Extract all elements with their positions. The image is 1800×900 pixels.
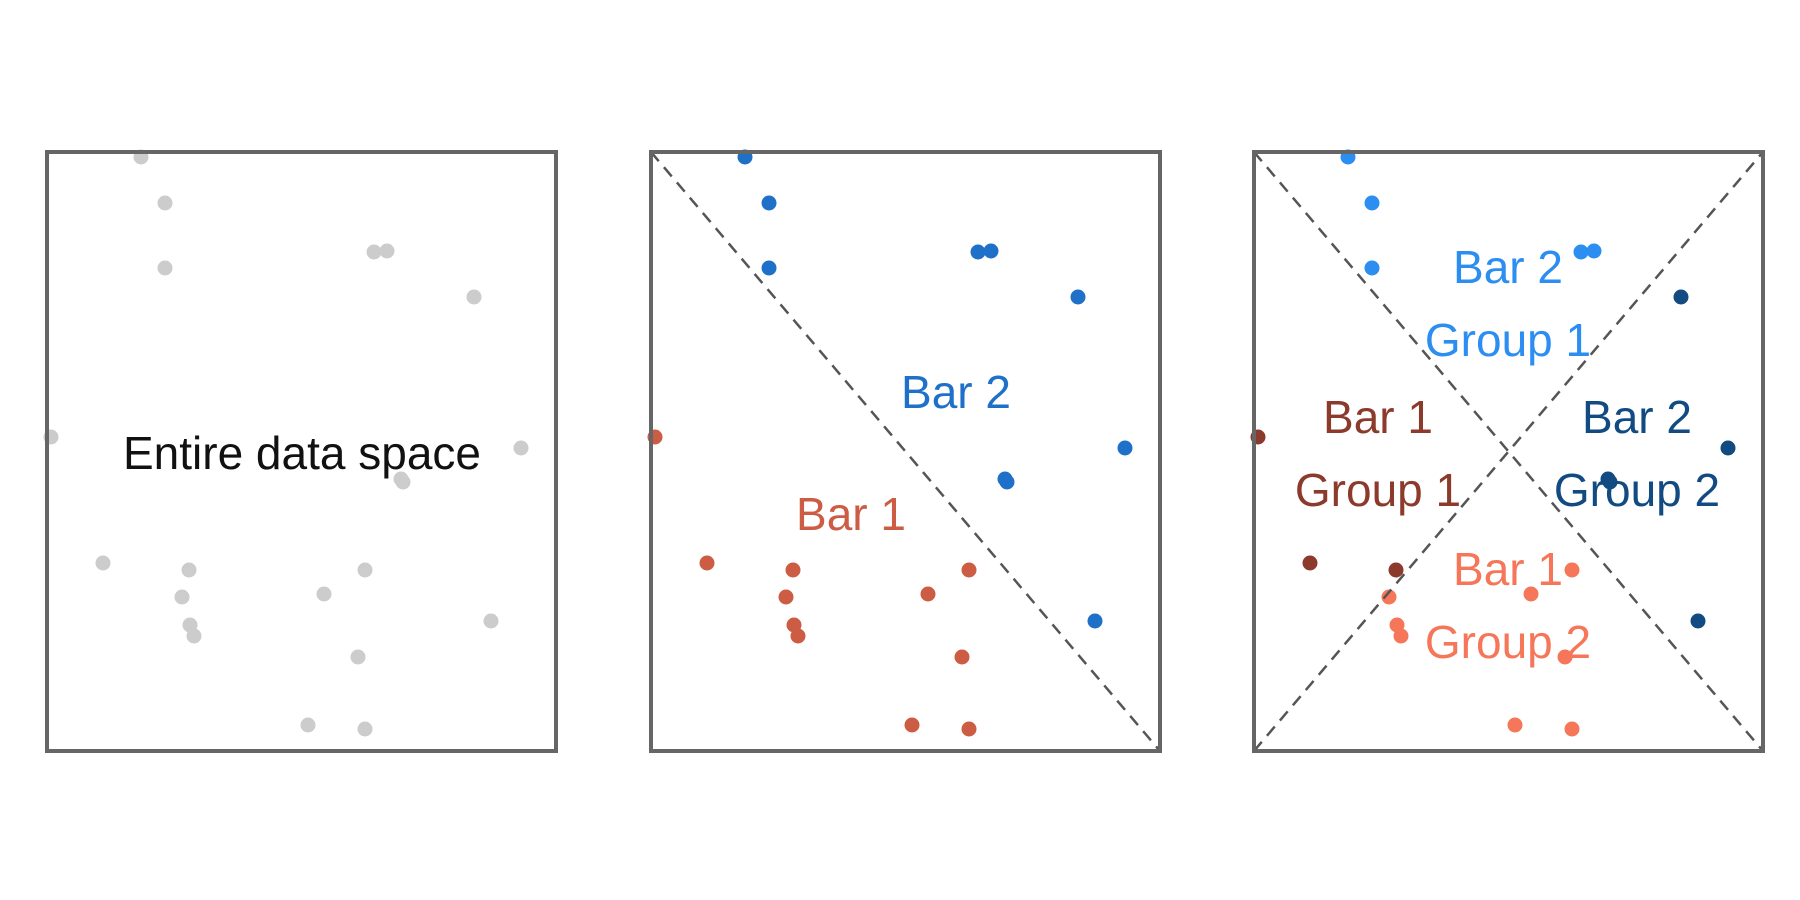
data-point — [1573, 244, 1589, 260]
data-point — [379, 243, 395, 259]
label-entire-data-space: Entire data space — [123, 427, 481, 479]
data-point — [1586, 243, 1602, 259]
data-point — [790, 628, 806, 644]
data-point — [1388, 562, 1404, 578]
data-point — [961, 562, 977, 578]
label-bar-1-group-2-sub: Group 2 — [1425, 616, 1591, 668]
data-point — [483, 613, 499, 629]
label-bar-2-group-2-sub: Group 2 — [1554, 464, 1720, 516]
data-point — [1393, 628, 1409, 644]
data-point — [904, 717, 920, 733]
data-point — [157, 260, 173, 276]
points-layer — [647, 149, 1133, 737]
panel-frame — [45, 150, 558, 753]
label-bar-1-group-1-sub: Group 1 — [1295, 464, 1461, 516]
divider-diagonal-down — [1253, 151, 1764, 752]
label-bar-2-group-2: Bar 2 — [1582, 391, 1692, 443]
data-point — [1690, 613, 1706, 629]
label-bar-2-group-1-sub: Group 1 — [1425, 314, 1591, 366]
data-point — [174, 589, 190, 605]
data-point — [350, 649, 366, 665]
data-point — [1523, 586, 1539, 602]
data-point — [1507, 717, 1523, 733]
divider-diagonal-up — [1253, 151, 1764, 752]
data-point — [699, 555, 715, 571]
data-point — [961, 721, 977, 737]
panel-bars: Bar 2 Bar 1 — [647, 149, 1162, 753]
data-point — [1673, 289, 1689, 305]
data-point — [1364, 195, 1380, 211]
label-bar-1-group-1: Bar 1 — [1323, 391, 1433, 443]
data-point — [954, 649, 970, 665]
data-point — [1564, 721, 1580, 737]
label-bar-2-group-1: Bar 2 — [1453, 241, 1563, 293]
label-bar-2: Bar 2 — [901, 366, 1011, 418]
data-point — [1364, 260, 1380, 276]
data-point — [186, 628, 202, 644]
data-point — [1564, 562, 1580, 578]
divider-diagonal — [650, 151, 1161, 752]
data-point — [1087, 613, 1103, 629]
data-point — [1381, 589, 1397, 605]
data-point — [1117, 440, 1133, 456]
panel-entire-data-space: Entire data space — [43, 149, 558, 753]
panel-frame — [649, 150, 1162, 753]
data-point — [181, 562, 197, 578]
data-point — [999, 474, 1015, 490]
data-point — [316, 586, 332, 602]
data-point — [1720, 440, 1736, 456]
data-point — [395, 474, 411, 490]
data-point — [357, 562, 373, 578]
data-point — [1070, 289, 1086, 305]
data-point — [357, 721, 373, 737]
data-point — [778, 589, 794, 605]
data-point — [95, 555, 111, 571]
data-point — [466, 289, 482, 305]
data-point — [970, 244, 986, 260]
panel-frame — [1252, 150, 1765, 753]
panel-bars-and-groups: Bar 2 Group 1 Bar 1 Group 1 Bar 2 Group … — [1250, 149, 1765, 753]
data-point — [1602, 474, 1618, 490]
data-point — [761, 260, 777, 276]
data-point — [761, 195, 777, 211]
data-point — [366, 244, 382, 260]
data-point — [785, 562, 801, 578]
data-point — [300, 717, 316, 733]
data-point — [920, 586, 936, 602]
label-bar-1: Bar 1 — [796, 488, 906, 540]
data-point — [513, 440, 529, 456]
data-point — [1302, 555, 1318, 571]
label-bar-1-group-2: Bar 1 — [1453, 543, 1563, 595]
data-point — [983, 243, 999, 259]
data-point — [157, 195, 173, 211]
data-point — [1557, 649, 1573, 665]
